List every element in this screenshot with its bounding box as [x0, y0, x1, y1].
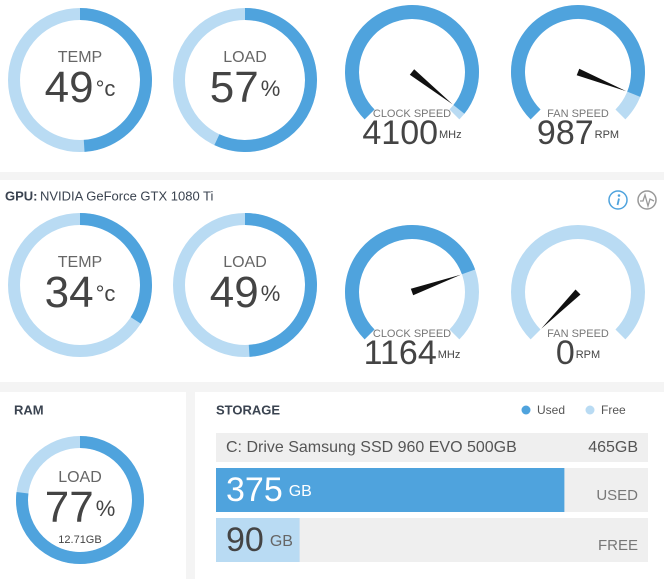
storage-amount-used: 375 GB [226, 471, 312, 509]
gauge-value: 987 [537, 114, 594, 152]
gauge-reading: 57% [210, 63, 281, 112]
gauge-value: 49 [210, 268, 259, 317]
gpu-name: NVIDIA GeForce GTX 1080 Ti [40, 188, 214, 203]
graph-icon-wave [640, 192, 655, 209]
storage-title: STORAGE [216, 402, 280, 417]
gauge-label: TEMP [58, 254, 102, 271]
dial-needle [410, 274, 461, 296]
gauge-detail: 12.71GB [58, 534, 101, 546]
gauge-reading: 49°c [45, 63, 116, 112]
ring-fill [79, 213, 152, 324]
dial-fill [345, 225, 476, 340]
gauge-unit: RPM [576, 349, 600, 361]
gauge-unit: °c [96, 281, 116, 306]
info-icon-dot [617, 194, 621, 197]
gauge-reading: 1164MHz [364, 334, 461, 372]
gauge-label: FAN SPEED [547, 328, 609, 340]
gauge-value: 34 [45, 268, 94, 317]
storage-amount-free: 90 GB [226, 521, 293, 559]
ring-fill [79, 8, 152, 152]
storage-bar-used [216, 468, 565, 512]
gauge-reading: 49% [210, 268, 281, 317]
gauge-label: LOAD [223, 49, 267, 66]
gauge-value: 1164 [364, 334, 437, 372]
storage-label-used: USED [596, 487, 638, 504]
storage-unit: GB [270, 533, 293, 550]
drive-capacity: 465GB [588, 439, 638, 456]
gauge-reading: 4100MHz [362, 114, 461, 152]
gauge-value: 49 [45, 63, 94, 112]
storage-bar-free [216, 518, 300, 562]
graph-icon[interactable] [637, 190, 657, 210]
storage-label-free: FREE [598, 537, 638, 554]
gauge-value: 0 [556, 334, 575, 372]
gauge-reading: 77% [45, 483, 116, 532]
ring-fill [214, 8, 317, 152]
graph-icon-ring [637, 190, 657, 210]
gauge-value: 77 [45, 483, 94, 532]
legend-used-swatch [521, 405, 531, 415]
ring-fill [244, 213, 317, 357]
legend-used: Used [537, 403, 565, 417]
gauge-value: 4100 [362, 114, 438, 152]
ram-title: RAM [14, 402, 44, 417]
gpu-prefix: GPU: [5, 188, 38, 203]
gauge-reading: 987RPM [537, 114, 619, 152]
gauge-label: CLOCK SPEED [373, 328, 451, 340]
gauge-label: LOAD [58, 469, 102, 486]
info-icon-stem [616, 198, 620, 206]
gauge-unit: % [261, 281, 281, 306]
info-icon[interactable] [608, 190, 628, 210]
ram-card [0, 392, 186, 579]
legend-free-swatch [585, 405, 595, 415]
gauge-label: LOAD [223, 254, 267, 271]
gauge-unit: % [96, 496, 116, 521]
storage-value: 375 [226, 471, 283, 509]
gauge-reading: 0RPM [556, 334, 600, 372]
dial-fill [511, 5, 645, 120]
gauge-unit: MHz [439, 129, 462, 141]
gauge-reading: 34°c [45, 268, 116, 317]
gauge-label: TEMP [58, 49, 102, 66]
storage-unit: GB [289, 483, 312, 500]
gauge-value: 57 [210, 63, 259, 112]
info-icon-ring [608, 190, 628, 210]
dial-needle [409, 69, 453, 105]
gauge-unit: °c [96, 76, 116, 101]
drive-name: C: Drive Samsung SSD 960 EVO 500GB [226, 439, 517, 456]
dial-needle [576, 68, 627, 92]
gauge-unit: MHz [438, 349, 461, 361]
gauge-unit: RPM [595, 129, 619, 141]
storage-value: 90 [226, 521, 264, 559]
gauge-label: CLOCK SPEED [373, 108, 451, 120]
dial-fill [345, 5, 479, 120]
legend-free: Free [601, 403, 626, 417]
dial-track [511, 225, 645, 340]
drive-row [216, 433, 648, 462]
dial-needle [541, 289, 581, 329]
ring-fill [16, 436, 144, 564]
gauge-label: FAN SPEED [547, 108, 609, 120]
gauge-unit: % [261, 76, 281, 101]
